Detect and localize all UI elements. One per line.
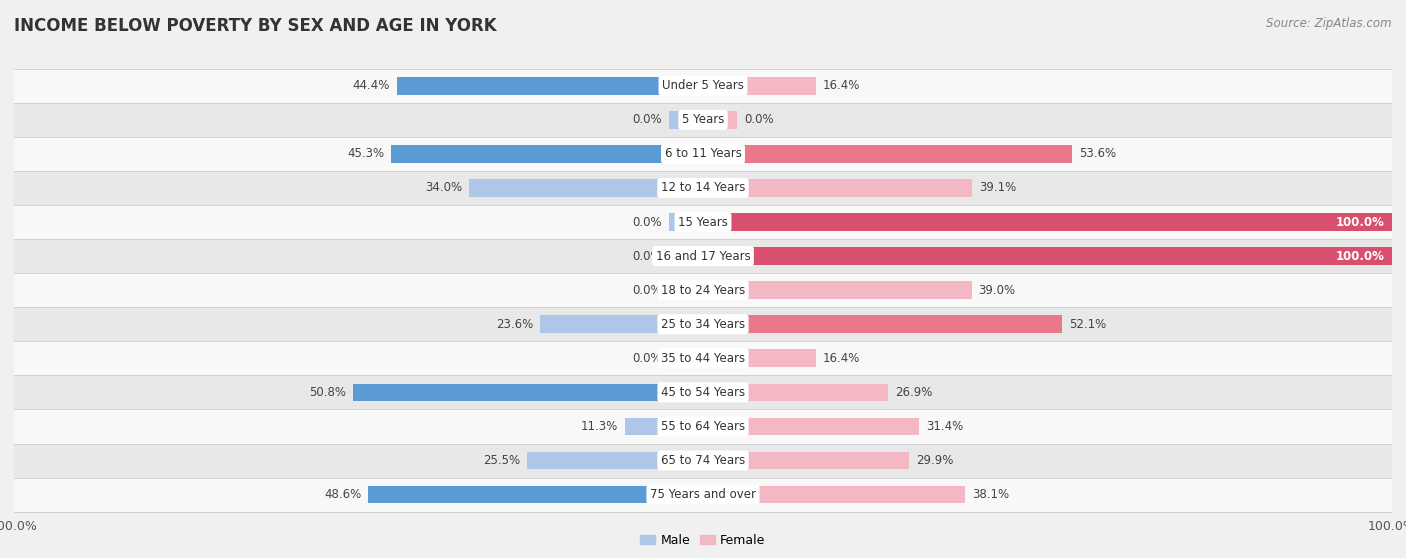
Text: 55 to 64 Years: 55 to 64 Years [661,420,745,433]
Bar [703,315,1062,333]
Text: 16.4%: 16.4% [823,79,860,92]
Bar [0,239,1406,273]
Bar [353,383,703,401]
Text: 0.0%: 0.0% [633,249,662,263]
Text: 75 Years and over: 75 Years and over [650,488,756,501]
Bar [703,383,889,401]
Text: INCOME BELOW POVERTY BY SEX AND AGE IN YORK: INCOME BELOW POVERTY BY SEX AND AGE IN Y… [14,17,496,35]
Text: 65 to 74 Years: 65 to 74 Years [661,454,745,467]
Text: 48.6%: 48.6% [323,488,361,501]
Bar [669,247,703,265]
Text: 39.0%: 39.0% [979,283,1015,297]
Text: 0.0%: 0.0% [633,215,662,229]
Text: 38.1%: 38.1% [973,488,1010,501]
Text: 45 to 54 Years: 45 to 54 Years [661,386,745,399]
Bar [0,341,1406,376]
Bar [669,111,703,129]
Text: 53.6%: 53.6% [1080,147,1116,160]
Text: 26.9%: 26.9% [896,386,932,399]
Text: 16.4%: 16.4% [823,352,860,365]
Text: 6 to 11 Years: 6 to 11 Years [665,147,741,160]
Text: 34.0%: 34.0% [425,181,461,194]
Bar [396,77,703,94]
Text: 0.0%: 0.0% [744,113,773,126]
Bar [703,451,910,469]
Bar [703,349,815,367]
Bar [0,478,1406,512]
Text: Under 5 Years: Under 5 Years [662,79,744,92]
Text: 16 and 17 Years: 16 and 17 Years [655,249,751,263]
Bar [540,315,703,333]
Text: 44.4%: 44.4% [353,79,391,92]
Bar [703,77,815,94]
Text: 100.0%: 100.0% [1336,215,1385,229]
Text: 23.6%: 23.6% [496,318,533,331]
Bar [703,179,973,197]
Bar [703,213,1392,231]
Text: 45.3%: 45.3% [347,147,384,160]
Bar [468,179,703,197]
Text: 0.0%: 0.0% [633,283,662,297]
Bar [0,376,1406,410]
Bar [368,486,703,503]
Text: 5 Years: 5 Years [682,113,724,126]
Bar [527,451,703,469]
Text: 50.8%: 50.8% [309,386,346,399]
Text: 0.0%: 0.0% [633,113,662,126]
Bar [0,103,1406,137]
Text: 52.1%: 52.1% [1069,318,1107,331]
Bar [0,307,1406,341]
Text: 12 to 14 Years: 12 to 14 Years [661,181,745,194]
Bar [0,205,1406,239]
Bar [703,281,972,299]
Text: 25 to 34 Years: 25 to 34 Years [661,318,745,331]
Bar [0,171,1406,205]
Legend: Male, Female: Male, Female [636,529,770,552]
Bar [703,417,920,435]
Bar [391,145,703,163]
Bar [626,417,703,435]
Text: 35 to 44 Years: 35 to 44 Years [661,352,745,365]
Text: 0.0%: 0.0% [633,352,662,365]
Bar [669,213,703,231]
Bar [703,145,1073,163]
Text: 18 to 24 Years: 18 to 24 Years [661,283,745,297]
Text: 100.0%: 100.0% [1336,249,1385,263]
Bar [0,273,1406,307]
Text: 29.9%: 29.9% [915,454,953,467]
Text: 39.1%: 39.1% [979,181,1017,194]
Bar [669,281,703,299]
Text: 15 Years: 15 Years [678,215,728,229]
Bar [0,410,1406,444]
Bar [0,444,1406,478]
Bar [703,247,1392,265]
Text: 25.5%: 25.5% [484,454,520,467]
Text: Source: ZipAtlas.com: Source: ZipAtlas.com [1267,17,1392,30]
Bar [0,137,1406,171]
Bar [669,349,703,367]
Bar [703,486,966,503]
Bar [703,111,738,129]
Bar [0,69,1406,103]
Text: 31.4%: 31.4% [927,420,963,433]
Text: 11.3%: 11.3% [581,420,619,433]
